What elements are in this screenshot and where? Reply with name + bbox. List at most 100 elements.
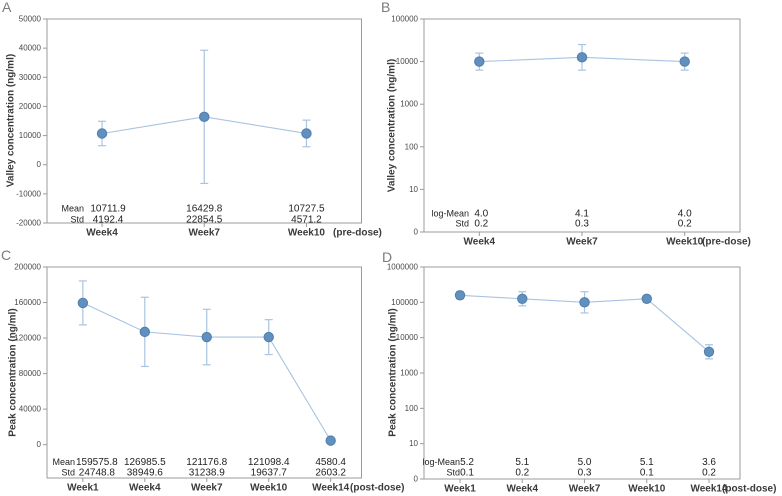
- stats-row-label: log-Mean: [422, 457, 460, 467]
- x-tick-label: Week7: [188, 228, 220, 239]
- stats-value: 10711.9: [90, 204, 126, 215]
- y-tick-label: 80000: [19, 369, 42, 378]
- stats-value: 4580.4: [315, 457, 346, 468]
- x-tick-label: Week4: [464, 237, 496, 248]
- panel-a-letter: A: [2, 0, 12, 15]
- data-point: [263, 331, 274, 343]
- stats-value: 0.3: [575, 219, 589, 230]
- y-tick-label: 100: [405, 404, 419, 413]
- y-tick-label: 0: [414, 475, 419, 484]
- y-tick-label: 20000: [19, 102, 42, 111]
- stats-value: 19637.7: [251, 468, 288, 479]
- data-point: [139, 326, 151, 338]
- panel-b-y-axis-title: Valley concentration (ng/ml): [386, 58, 398, 193]
- y-tick-label: 10: [409, 439, 418, 448]
- y-tick-label: -10000: [16, 189, 41, 198]
- stats-value: 0.2: [515, 468, 529, 479]
- data-point: [301, 128, 312, 139]
- x-tick-label: Week10: [250, 483, 288, 494]
- y-tick-label: 10000: [19, 131, 42, 140]
- panel-b-letter: B: [381, 0, 391, 15]
- stats-value: 0.3: [578, 468, 592, 479]
- stats-value: 0.1: [640, 468, 654, 479]
- stats-value: 5.1: [640, 457, 654, 468]
- stats-row-label: Std: [455, 219, 469, 229]
- x-tick-label: Week4: [129, 483, 161, 494]
- stats-value: 126985.5: [124, 457, 166, 468]
- x-tick-label: Week1: [444, 484, 476, 495]
- x-axis-suffix: (pre-dose): [702, 237, 751, 248]
- y-tick-label: 1000: [400, 100, 418, 109]
- stats-value: 22854.5: [186, 215, 223, 226]
- stats-value: 0.1: [460, 468, 474, 479]
- y-tick-label: -20000: [16, 219, 41, 228]
- panel-a-y-axis-title: Valley concentration (ng/ml): [5, 53, 17, 188]
- y-tick-label: 10000: [396, 57, 419, 66]
- y-tick-label: 0: [37, 440, 42, 449]
- data-point: [579, 297, 590, 308]
- stats-value: 4.1: [575, 209, 589, 220]
- stats-row-label: Mean: [52, 457, 75, 467]
- data-point: [679, 56, 690, 67]
- stats-value: 121176.8: [186, 457, 227, 468]
- data-point: [199, 111, 210, 123]
- stats-value: 5.1: [515, 457, 529, 468]
- panel-c-y-axis-title: Peak concentration (ng/ml): [7, 308, 19, 437]
- plot-box: [46, 266, 362, 479]
- x-tick-label: Week7: [191, 483, 223, 494]
- x-axis-suffix: (pre-dose): [333, 228, 382, 239]
- stats-value: 3.6: [702, 457, 716, 468]
- y-tick-label: 160000: [14, 298, 41, 307]
- x-tick-label: Week10: [628, 484, 666, 495]
- y-tick-label: 200000: [14, 263, 41, 272]
- x-tick-label: Week10: [288, 228, 326, 239]
- y-tick-label: 40000: [19, 44, 42, 53]
- y-tick-label: 100000: [391, 15, 418, 24]
- data-point: [474, 56, 485, 67]
- stats-value: 5.0: [578, 457, 592, 468]
- stats-value: 0.2: [474, 219, 488, 230]
- stats-value: 24748.8: [79, 468, 116, 479]
- data-point: [77, 297, 89, 309]
- x-tick-label: Week7: [566, 237, 598, 248]
- stats-value: 4571.2: [291, 215, 322, 226]
- data-point: [96, 128, 108, 139]
- stats-value: 10727.5: [288, 204, 325, 215]
- stats-value: 31238.9: [189, 468, 226, 479]
- panel-d-y-axis-title: Peak concentration (ng/ml): [387, 308, 399, 437]
- data-point: [325, 435, 336, 446]
- x-axis-suffix: (post-dose): [350, 483, 404, 494]
- x-tick-label: Week7: [569, 484, 601, 495]
- stats-value: 0.2: [678, 219, 692, 230]
- panel-c-plot: 200000 160000 120000 80000 40000 0 Week1 Week4 W…: [14, 263, 404, 494]
- stats-row-label: Mean: [61, 204, 84, 214]
- y-tick-label: 100000: [391, 298, 418, 307]
- data-point: [641, 293, 652, 304]
- data-point: [703, 346, 715, 357]
- panel-a-plot: 50000 40000 30000 20000 10000 0 -10000 -20000 We…: [16, 15, 382, 239]
- panel-d-letter: D: [382, 249, 393, 265]
- y-tick-label: 120000: [14, 334, 41, 343]
- x-tick-label: Week10: [666, 237, 704, 248]
- stats-value: 4.0: [474, 209, 488, 220]
- stats-row-label: Std: [61, 468, 75, 478]
- panel-c-letter: C: [1, 247, 12, 263]
- stats-value: 159575.8: [76, 457, 118, 468]
- data-point: [201, 331, 212, 343]
- x-tick-label: Week4: [86, 228, 118, 239]
- y-tick-label: 50000: [19, 15, 42, 24]
- y-tick-label: 10: [409, 185, 418, 194]
- x-tick-label: Week4: [507, 484, 539, 495]
- y-tick-label: 0: [414, 228, 419, 237]
- stats-value: 4192.4: [93, 215, 124, 226]
- data-point: [517, 293, 528, 304]
- y-tick-label: 100: [405, 142, 419, 151]
- stats-value: 16429.8: [186, 204, 223, 215]
- stats-value: 121098.4: [248, 457, 290, 468]
- x-axis-suffix: (post-dose): [722, 484, 776, 495]
- x-tick-label: Week1: [67, 483, 99, 494]
- stats-value: 2603.2: [315, 468, 346, 479]
